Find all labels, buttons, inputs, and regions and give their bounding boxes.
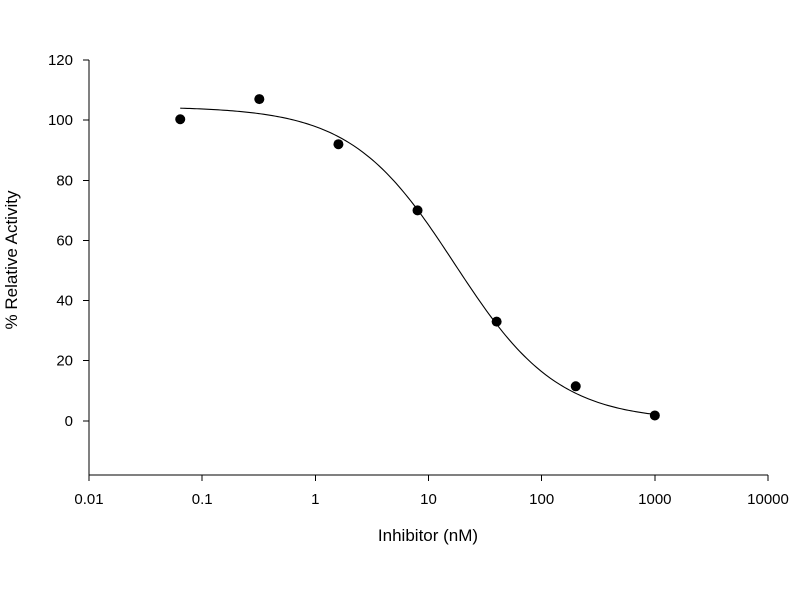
- x-tick-label: 10000: [747, 491, 789, 508]
- x-tick-label: 1: [311, 491, 319, 508]
- y-axis-ticks: 0 20 40 60 80 100 120: [48, 52, 89, 430]
- y-tick-label: 80: [56, 172, 73, 189]
- data-point: [175, 114, 186, 125]
- x-axis-ticks: 0.01 0.1 1 10 100 1000 10000: [74, 475, 789, 508]
- fit-curve-line: [180, 107, 655, 415]
- x-tick-label: 1000: [638, 491, 671, 508]
- axes: [88, 60, 768, 476]
- y-tick-label: 100: [48, 112, 73, 129]
- data-point: [412, 205, 423, 216]
- y-tick-label: 120: [48, 52, 73, 69]
- x-axis-title: Inhibitor (nM): [378, 526, 478, 545]
- x-tick-label: 0.1: [192, 491, 213, 508]
- x-tick-label: 100: [529, 491, 554, 508]
- data-point: [254, 94, 265, 105]
- data-point: [570, 381, 581, 392]
- x-tick-label: 0.01: [74, 491, 103, 508]
- y-tick-label: 20: [56, 353, 73, 370]
- y-tick-label: 40: [56, 293, 73, 310]
- data-point: [333, 139, 344, 150]
- fit-curve-layer: [180, 107, 655, 415]
- y-tick-label: 60: [56, 232, 73, 249]
- data-point: [491, 316, 502, 327]
- data-points-layer: [175, 94, 660, 421]
- x-tick-label: 10: [420, 491, 437, 508]
- y-tick-label: 0: [65, 413, 73, 430]
- data-point: [649, 410, 660, 421]
- y-axis-title: % Relative Activity: [2, 190, 21, 329]
